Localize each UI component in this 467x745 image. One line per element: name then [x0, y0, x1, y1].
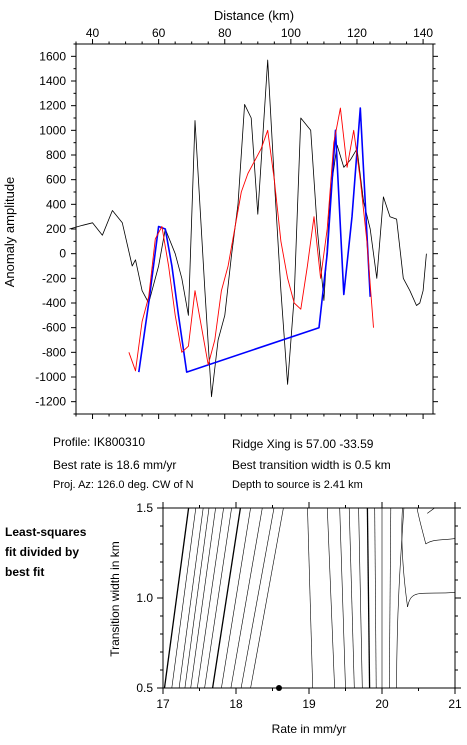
top-ylabel: Anomaly amplitude: [2, 177, 17, 288]
misfit-contour-curve: [401, 507, 408, 608]
misfit-contour-line: [339, 507, 346, 689]
bottom-xtick-label: 21: [448, 697, 462, 711]
best-fit-point: [276, 685, 282, 691]
anomaly-plot-frame: [75, 43, 434, 415]
misfit-contour-curve: [396, 507, 405, 689]
misfit-contour-line: [307, 507, 313, 689]
bottom-xtick-label: 18: [229, 697, 243, 711]
misfit-tick-group: 17 18 19 20 21 0.5 1.0 1.5: [136, 501, 462, 711]
top-ytick-label: 1000: [39, 123, 66, 137]
misfit-contour-line: [230, 507, 263, 689]
top-xlabel: Distance (km): [214, 8, 294, 23]
misfit-contour-line: [163, 507, 190, 689]
side-note-line-3: best fit: [5, 565, 45, 579]
misfit-contour-line: [178, 507, 204, 689]
depth-label: Depth to source is 2.41 km: [232, 479, 363, 491]
top-xtick-label: 60: [152, 26, 166, 40]
top-ytick-label: 1400: [39, 74, 66, 88]
top-xtick-label: 140: [413, 26, 433, 40]
bottom-ylabel: Transition width in km: [108, 541, 122, 657]
top-xtick-label: 100: [281, 26, 301, 40]
misfit-contour-line: [204, 507, 232, 689]
misfit-contour-line: [374, 507, 377, 689]
misfit-contour-group: [163, 507, 456, 689]
bottom-xtick-label: 17: [156, 697, 170, 711]
top-ytick-label: 400: [46, 197, 66, 211]
top-ytick-label: 1200: [39, 99, 66, 113]
misfit-contour-line: [348, 507, 355, 689]
misfit-contour-line: [250, 507, 284, 689]
highlight-anomaly-line: [138, 107, 371, 373]
misfit-contour-curve: [416, 507, 427, 545]
bottom-ytick-label: 1.0: [136, 591, 153, 605]
misfit-contour-line: [184, 507, 210, 689]
misfit-contour-line: [171, 507, 197, 689]
top-ytick-label: -1200: [35, 395, 66, 409]
ridge-xing-label: Ridge Xing is 57.00 -33.59: [232, 437, 374, 451]
misfit-contour-line: [388, 507, 392, 689]
best-rate-label: Best rate is 18.6 mm/yr: [53, 458, 177, 472]
top-xtick-label: 40: [86, 26, 100, 40]
top-ytick-label: -400: [42, 296, 66, 310]
anomaly-series-group: [69, 59, 427, 398]
top-ytick-label: 200: [46, 222, 66, 236]
misfit-contour-line: [358, 507, 363, 689]
bottom-xtick-label: 20: [375, 697, 389, 711]
misfit-contour-line: [221, 507, 251, 689]
side-note: Least-squares fit divided by best fit: [5, 522, 86, 582]
bottom-xlabel: Rate in mm/yr: [272, 722, 347, 736]
observed-anomaly-line: [69, 59, 427, 398]
misfit-contour-line: [197, 507, 224, 689]
top-ytick-label: 600: [46, 173, 66, 187]
misfit-contour-curve: [425, 538, 456, 545]
misfit-contour-line: [366, 507, 371, 689]
bottom-ytick-label: 1.5: [136, 501, 153, 515]
proj-az-label: Proj. Az: 126.0 deg. CW of N: [53, 479, 194, 491]
top-ytick-label: -800: [42, 345, 66, 359]
bottom-xtick-label: 19: [302, 697, 316, 711]
side-note-line-1: Least-squares: [5, 525, 87, 539]
misfit-contour-curve: [427, 507, 435, 514]
side-note-line-2: fit divided by: [5, 545, 80, 559]
misfit-contour-line: [240, 507, 275, 689]
misfit-contour-line: [190, 507, 216, 689]
misfit-contour-curve: [407, 592, 456, 608]
misfit-contour-line: [211, 507, 242, 689]
top-ytick-label: -200: [42, 271, 66, 285]
best-transition-label: Best transition width is 0.5 km: [232, 458, 391, 472]
profile-label: Profile: IK800310: [53, 435, 146, 449]
misfit-contour-line: [327, 507, 335, 689]
top-ytick-label: -1000: [35, 370, 66, 384]
top-xtick-label: 120: [347, 26, 367, 40]
anomaly-tick-group: 40 60 80 100 120 140 -1200 -1000 -800 -600 -400 -20…: [35, 26, 438, 419]
model-anomaly-line: [128, 107, 374, 372]
bottom-ytick-label: 0.5: [136, 681, 153, 695]
top-ytick-label: 0: [59, 247, 66, 261]
top-ytick-label: -600: [42, 321, 66, 335]
top-ytick-label: 1600: [39, 49, 66, 63]
top-xtick-label: 80: [218, 26, 232, 40]
top-ytick-label: 800: [46, 148, 66, 162]
